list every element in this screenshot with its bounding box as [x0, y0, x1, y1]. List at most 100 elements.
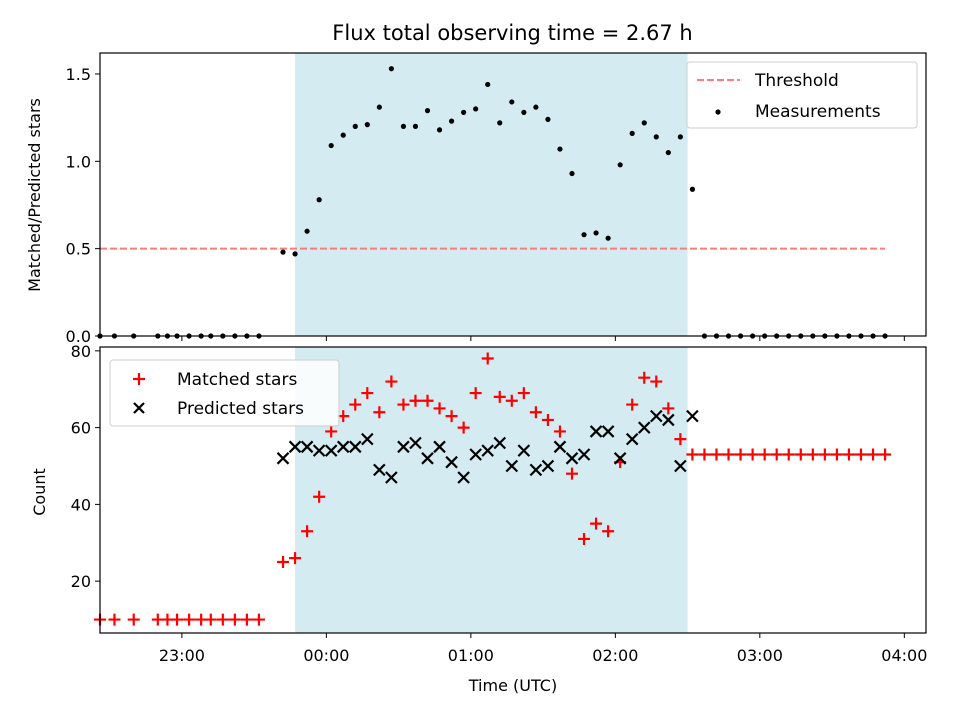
- measurement-point: [557, 146, 563, 152]
- measurement-point: [461, 109, 467, 115]
- x-tick-label: 04:00: [881, 646, 927, 665]
- matched-star-point: [867, 448, 880, 461]
- matched-star-point: [722, 448, 735, 461]
- measurement-point: [605, 235, 611, 241]
- predicted-star-point: [421, 452, 434, 465]
- matched-star-point: [818, 448, 831, 461]
- matched-star-point: [127, 613, 140, 626]
- measurement-point: [304, 228, 310, 234]
- observing-window-highlight: [295, 347, 688, 633]
- matched-star-point: [517, 387, 530, 400]
- x-tick-label: 00:00: [303, 646, 349, 665]
- matched-star-point: [397, 398, 410, 411]
- top-x-axis-ticks: [181, 336, 905, 341]
- top-y-axis-label: Matched/Predicted stars: [25, 98, 44, 292]
- predicted-star-point: [445, 455, 458, 469]
- x-tick-label: 01:00: [448, 646, 494, 665]
- matched-star-point: [578, 532, 591, 545]
- predicted-star-point: [288, 440, 302, 454]
- measurement-point: [340, 132, 346, 138]
- matched-star-point: [385, 375, 398, 388]
- matched-star-point: [662, 402, 675, 415]
- bottom-legend-box: [109, 359, 340, 427]
- matched-star-point: [529, 406, 542, 419]
- measurement-point: [352, 123, 358, 129]
- predicted-star-point: [312, 444, 326, 457]
- measurement-point: [533, 104, 539, 110]
- y-tick-label: 0.0: [66, 327, 91, 346]
- matched-star-point: [830, 448, 843, 461]
- y-tick-label: 1.0: [66, 152, 91, 171]
- matched-star-point: [228, 613, 241, 626]
- matched-star-point: [734, 448, 747, 461]
- matched-star-point: [171, 613, 184, 626]
- measurement-point: [569, 170, 575, 177]
- x-tick-label: 03:00: [737, 646, 783, 665]
- predicted-star-point: [625, 432, 639, 446]
- matched-star-point: [289, 552, 302, 565]
- measurement-point: [509, 99, 515, 105]
- predicted-star-point: [481, 444, 494, 457]
- y-tick-label: 20: [71, 572, 91, 591]
- top-y-axis-ticks: 0.0 0.5 1.0 1.5: [66, 65, 100, 346]
- matched-star-point: [469, 387, 482, 400]
- matched-star-point: [806, 448, 819, 461]
- bottom-y-axis-label: Count: [30, 468, 49, 516]
- measurement-point: [617, 162, 623, 168]
- top-plot-frame: [99, 52, 927, 337]
- matched-star-point: [493, 390, 506, 403]
- matched-stars-points: [94, 352, 892, 626]
- bottom-y-axis-ticks: 20 40 60 80: [71, 342, 100, 591]
- matched-star-point: [590, 517, 603, 530]
- predicted-star-point: [541, 459, 555, 473]
- matched-star-point: [602, 525, 615, 538]
- measurement-point: [364, 122, 370, 128]
- matched-star-point: [252, 613, 265, 626]
- predicted-star-point: [324, 444, 338, 457]
- measurement-point: [400, 123, 407, 129]
- predicted-star-point: [397, 440, 410, 454]
- measurement-point: [316, 197, 322, 203]
- matched-star-point: [505, 394, 518, 407]
- measurement-point: [485, 81, 491, 88]
- predicted-star-point: [529, 463, 543, 477]
- matched-star-point: [433, 402, 446, 415]
- predicted-star-point: [565, 452, 579, 465]
- measurement-point: [292, 251, 298, 257]
- top-legend: Threshold Measurements: [686, 61, 918, 129]
- measurement-point: [388, 66, 394, 72]
- matched-star-point: [674, 433, 687, 446]
- matched-star-point: [301, 525, 314, 538]
- measurement-point: [473, 106, 479, 112]
- matched-star-point: [421, 394, 434, 407]
- measurement-point: [653, 134, 659, 140]
- matched-star-point: [854, 448, 867, 461]
- predicted-star-point: [373, 463, 386, 477]
- matched-star-point: [541, 413, 554, 426]
- predicted-star-point: [601, 425, 615, 438]
- predicted-star-point: [469, 448, 482, 461]
- matched-star-point: [650, 375, 663, 388]
- measurement-point: [581, 232, 587, 238]
- top-plot-panel: 0.0 0.5 1.0 1.5 Matched/Predicted stars Thr…: [25, 52, 927, 346]
- matched-star-point: [638, 371, 651, 384]
- measurement-point: [593, 230, 599, 236]
- bottom-plot-frame: [99, 346, 927, 634]
- legend-threshold-label: Threshold: [754, 71, 839, 91]
- x-tick-label: 02:00: [592, 646, 638, 665]
- matched-star-point: [710, 448, 723, 461]
- predicted-star-point: [637, 421, 651, 434]
- matched-star-point: [373, 406, 386, 419]
- predicted-star-point: [577, 448, 591, 461]
- measurement-point: [412, 123, 419, 129]
- matched-star-point: [746, 448, 759, 461]
- x-axis-label: Time (UTC): [468, 676, 557, 695]
- predicted-star-point: [300, 440, 314, 454]
- predicted-star-point: [674, 459, 687, 473]
- measurement-point: [665, 149, 671, 156]
- matched-star-point: [782, 448, 795, 461]
- legend-matched-label: Matched stars: [177, 370, 297, 390]
- bottom-legend: Matched stars Predicted stars: [109, 359, 340, 427]
